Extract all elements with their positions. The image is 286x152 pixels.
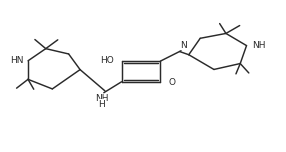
Text: O: O (169, 78, 176, 87)
Text: HO: HO (100, 56, 114, 65)
Text: NH: NH (252, 41, 265, 50)
Text: HN: HN (10, 56, 23, 65)
Text: N: N (180, 41, 187, 50)
Text: H: H (98, 100, 105, 109)
Text: NH: NH (95, 94, 109, 103)
